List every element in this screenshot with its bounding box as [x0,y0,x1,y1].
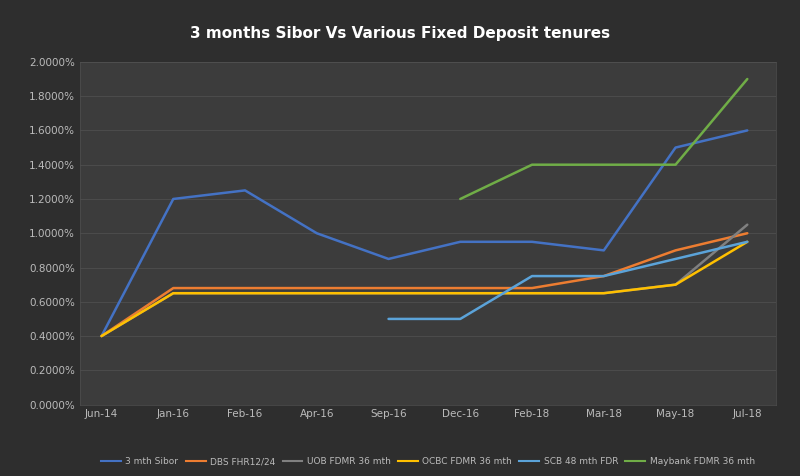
Legend: 3 mth Sibor, DBS FHR12/24, UOB FDMR 36 mth, OCBC FDMR 36 mth, SCB 48 mth FDR, Ma: 3 mth Sibor, DBS FHR12/24, UOB FDMR 36 m… [98,454,758,470]
Text: 3 months Sibor Vs Various Fixed Deposit tenures: 3 months Sibor Vs Various Fixed Deposit … [190,26,610,41]
